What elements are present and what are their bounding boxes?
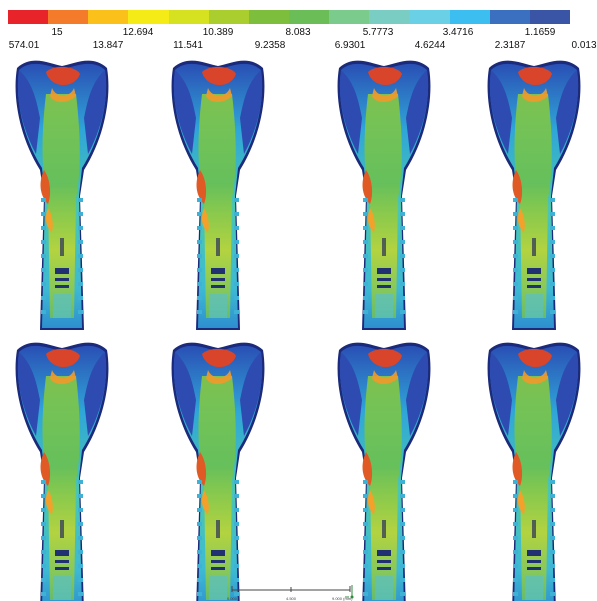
legend-color-swatch [208,10,249,24]
legend-label-bottom: 6.9301 [334,40,366,51]
legend-color-swatch [489,10,530,24]
implant-stress-model-3 [337,60,431,331]
axis-triad-origin [350,595,354,599]
legend-label-bottom: 2.3187 [494,40,526,51]
legend-label-top: 8.083 [285,27,311,38]
implant-stress-model-4 [487,60,581,331]
scale-bar-label-start: 0.000 [227,596,238,601]
legend-label-top: 5.7773 [362,27,394,38]
legend-label-bottom: 13.847 [92,40,124,51]
legend-color-swatch [8,10,49,24]
legend-label-bottom: 0.013 [571,40,597,51]
legend-color-swatch [48,10,89,24]
scale-bar: 0.000 4.500 9.000 (mm) [227,585,354,601]
implant-stress-model-5 [15,342,109,601]
scale-bar-label-end: 9.000 (mm) [332,596,353,601]
legend-label-top: 12.694 [122,27,154,38]
legend-color-swatch [529,10,570,24]
legend-color-swatch [369,10,410,24]
legend-label-top: 15 [51,27,63,38]
implant-stress-model-1 [15,60,109,331]
scale-bar-label-mid: 4.500 [286,596,297,601]
implant-stress-model-7 [337,342,431,601]
implant-stress-model-8 [487,342,581,601]
legend-label-top: 10.389 [202,27,234,38]
legend-label-top: 3.4716 [442,27,474,38]
legend-label-top: 1.1659 [524,27,556,38]
implant-stress-model-2 [171,60,265,331]
legend-label-bottom: 11.541 [173,40,203,51]
legend-color-swatch [88,10,129,24]
legend-color-swatch [409,10,450,24]
legend-color-swatch [168,10,209,24]
legend-label-bottom: 4.6244 [414,40,446,51]
legend-label-bottom: 9.2358 [254,40,286,51]
color-legend-bar [8,10,570,24]
legend-color-swatch [128,10,169,24]
legend-color-swatch [329,10,370,24]
implant-stress-model-6 [171,342,265,601]
legend-color-swatch [449,10,490,24]
legend-color-swatch [248,10,289,24]
legend-label-bottom: 574.01 [8,40,40,51]
legend-color-swatch [288,10,330,24]
